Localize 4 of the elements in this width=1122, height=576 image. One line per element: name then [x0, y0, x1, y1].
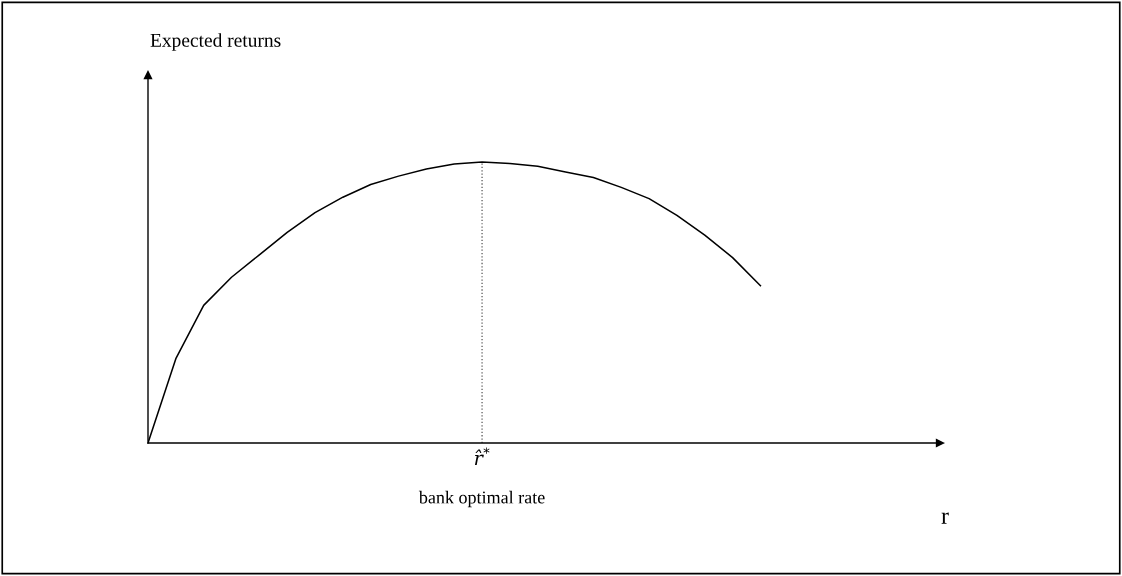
text: bank optimal rate [418, 490, 545, 508]
text: Expected returns [150, 33, 281, 51]
x-axis-title: r [941, 512, 949, 524]
text: r̂$^{*}$ [474, 447, 490, 465]
